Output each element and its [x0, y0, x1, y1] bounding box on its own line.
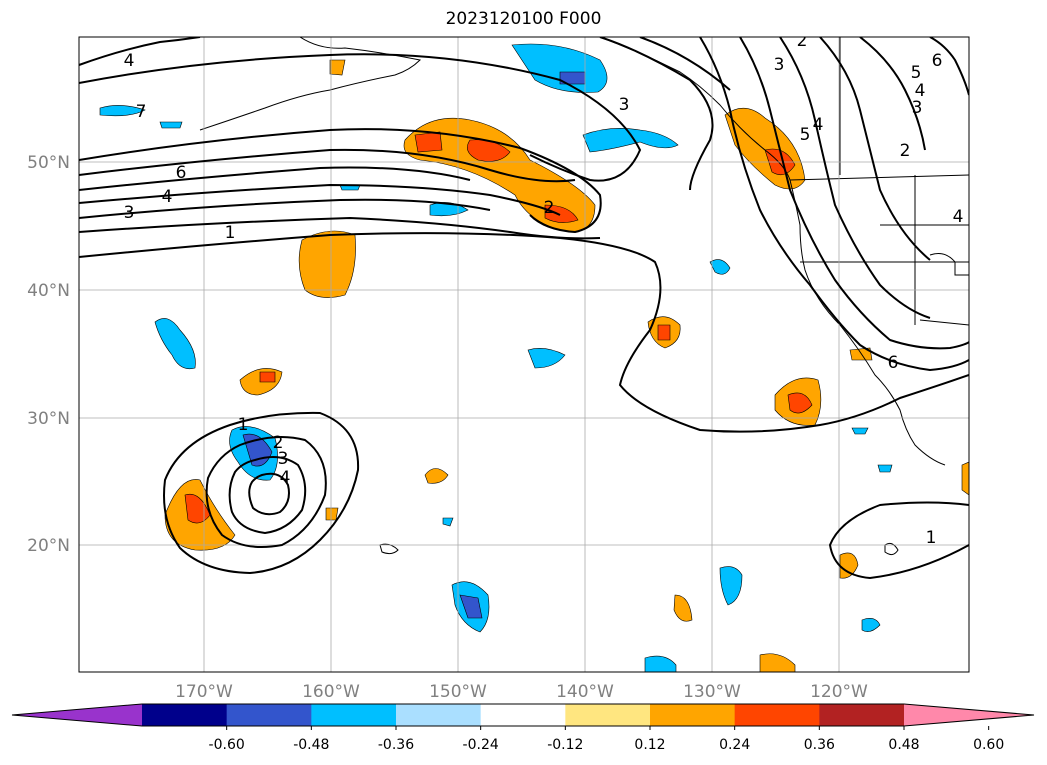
colorbar-tick-label: -0.60	[209, 737, 245, 753]
latitude-labels: 50°N 40°N 30°N 20°N	[27, 153, 70, 556]
colorbar: -0.60 -0.48 -0.36 -0.24 -0.12 0.12 0.24 0.36 0.4…	[11, 703, 1035, 753]
contour-label: 4	[280, 468, 291, 488]
lon-label: 160°W	[302, 682, 360, 702]
colorbar-segment	[480, 704, 566, 726]
colorbar-tick-label: -0.48	[293, 737, 329, 753]
colorbar-segment	[819, 704, 905, 726]
contour-label: 3	[619, 95, 630, 115]
contour-label: 2	[900, 141, 911, 161]
colorbar-tick-label: -0.12	[547, 737, 583, 753]
lon-label: 120°W	[810, 682, 868, 702]
colorbar-tick-label: -0.24	[463, 737, 499, 753]
lon-label: 130°W	[683, 682, 741, 702]
plot-area: 4 7 6 4 3 1 2 3 2 3 5 4 3 5 4 6 2 4 1 2 …	[79, 31, 969, 672]
contour-label: 6	[932, 51, 943, 71]
lon-label: 170°W	[175, 682, 233, 702]
contour-label: 3	[774, 55, 785, 75]
contour-label: 4	[162, 187, 173, 207]
contour-label: 1	[238, 415, 249, 435]
contour-label: 3	[278, 449, 289, 469]
colorbar-tick-label: 0.12	[634, 737, 665, 753]
colorbar-tick-label: 0.60	[973, 737, 1004, 753]
contour-label: 1	[926, 528, 937, 548]
colorbar-segment	[311, 704, 397, 726]
lon-label: 140°W	[556, 682, 614, 702]
colorbar-tick-label: 0.36	[804, 737, 835, 753]
contour-label: 5	[911, 63, 922, 83]
coastlines	[199, 37, 969, 556]
colorbar-segment	[734, 704, 820, 726]
lat-label: 30°N	[27, 409, 70, 429]
colorbar-segment	[226, 704, 312, 726]
plot-frame	[78, 36, 970, 673]
contour-label: 4	[915, 81, 926, 101]
contour-lines	[79, 37, 969, 580]
colorbar-tick-label: -0.36	[378, 737, 414, 753]
contour-label: 4	[953, 207, 964, 227]
lon-label: 150°W	[429, 682, 487, 702]
colorbar-segment	[650, 704, 736, 726]
longitude-labels: 170°W 160°W 150°W 140°W 130°W 120°W	[175, 682, 868, 702]
colorbar-outline	[11, 703, 1035, 727]
lat-label: 20°N	[27, 536, 70, 556]
map-title: 2023120100 F000	[445, 9, 602, 29]
lat-label: 50°N	[27, 153, 70, 173]
contour-label: 6	[176, 163, 187, 183]
contour-label: 1	[225, 223, 236, 243]
contour-labels: 4 7 6 4 3 1 2 3 2 3 5 4 3 5 4 6 2 4 1 2 …	[124, 31, 964, 548]
colorbar-tick-label: 0.24	[719, 737, 750, 753]
colorbar-extend-high	[904, 704, 1034, 726]
contour-label: 4	[813, 115, 824, 135]
contour-label: 2	[273, 433, 284, 453]
contour-label: 3	[912, 98, 923, 118]
shaded-anomalies	[99, 43, 969, 672]
contour-label: 2	[544, 198, 555, 218]
contour-label: 3	[124, 203, 135, 223]
contour-label: 5	[800, 125, 811, 145]
lat-label: 40°N	[27, 281, 70, 301]
colorbar-tick-label: 0.48	[888, 737, 919, 753]
contour-label: 4	[124, 51, 135, 71]
colorbar-segment	[396, 704, 482, 726]
colorbar-segment	[142, 704, 228, 726]
colorbar-extend-low	[12, 704, 142, 726]
contour-label: 2	[797, 31, 808, 51]
contour-label: 6	[888, 353, 899, 373]
colorbar-segment	[565, 704, 651, 726]
contour-label: 7	[136, 102, 147, 122]
